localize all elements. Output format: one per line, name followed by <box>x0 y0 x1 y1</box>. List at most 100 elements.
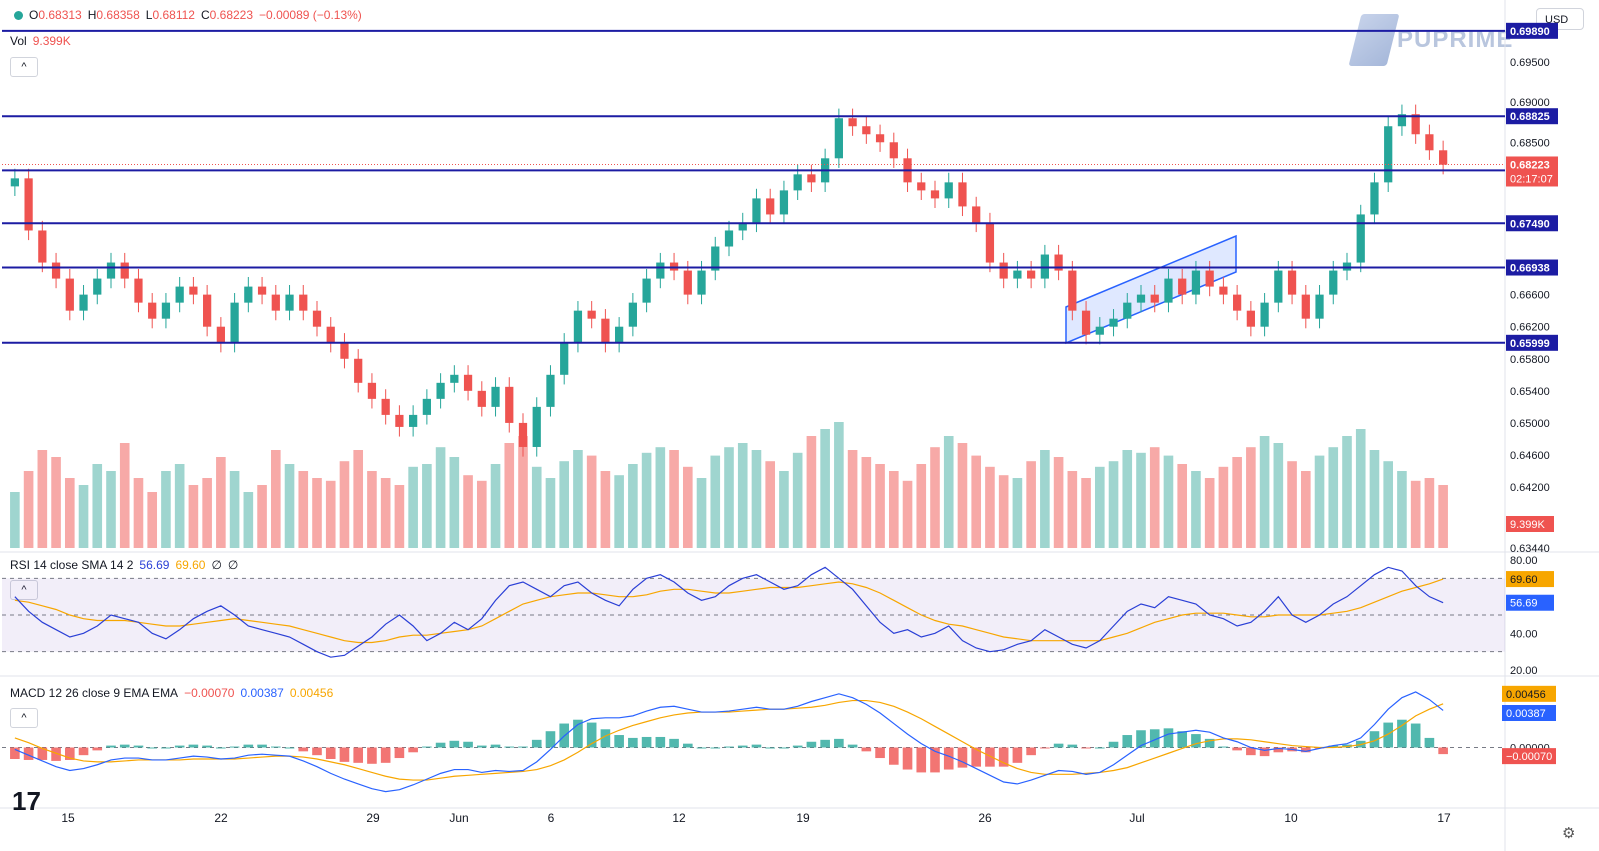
candle-body <box>724 230 734 247</box>
macd-histogram-bar <box>490 744 501 748</box>
macd-line-tag-label: 0.00387 <box>1506 708 1546 720</box>
time-axis-label: 26 <box>978 811 992 825</box>
macd-histogram-bar <box>1026 747 1036 756</box>
candle-body <box>587 310 596 319</box>
price-tick-label: 0.68500 <box>1510 137 1550 149</box>
volume-bar <box>902 480 913 548</box>
level-price-tag <box>1506 108 1558 125</box>
macd-histogram-bar <box>545 731 556 748</box>
volume-bar <box>531 466 542 548</box>
volume-bar <box>1136 452 1146 548</box>
volume-bar <box>820 429 830 548</box>
volume-bar <box>971 455 982 548</box>
rsi-legend: RSI 14 close SMA 14 2 56.69 69.60 ∅ ∅ <box>10 558 238 572</box>
bar-countdown-label: 02:17:07 <box>1510 173 1553 185</box>
volume-bar <box>119 443 130 548</box>
volume-bar <box>1355 429 1366 548</box>
settings-gear-icon[interactable]: ⚙ <box>1562 825 1576 842</box>
candle-body <box>1081 310 1091 335</box>
volume-bar <box>1012 478 1023 548</box>
candle-body <box>381 398 390 415</box>
candle-body <box>161 302 171 319</box>
macd-histogram-bar <box>1136 730 1146 748</box>
level-price-tag <box>1506 162 1558 179</box>
macd-histogram-bar <box>408 747 418 753</box>
candle-body <box>711 246 720 271</box>
price-tick-label: 0.69000 <box>1510 97 1550 109</box>
level-price-label: 0.68149 <box>1510 165 1550 177</box>
candle-body <box>1219 286 1228 295</box>
volume-bar <box>312 478 322 548</box>
candle-body <box>532 406 541 447</box>
level-price-tag <box>1506 215 1558 232</box>
macd-histogram-bar <box>1273 747 1284 753</box>
price-tick-label: 0.64600 <box>1510 450 1550 462</box>
candle-body <box>450 374 459 383</box>
candle-body <box>615 326 624 343</box>
trend-channel <box>1065 234 1237 345</box>
high-value: H0.68358 <box>87 8 140 22</box>
volume-bar <box>669 450 679 548</box>
volume-bar <box>875 464 885 548</box>
volume-bar <box>229 471 240 548</box>
volume-bar <box>1369 450 1380 548</box>
volume-bar <box>284 464 295 548</box>
time-axis-label: Jul <box>1129 811 1144 825</box>
time-axis-label: 17 <box>1437 811 1451 825</box>
collapse-rsi-button[interactable]: ^ <box>10 580 38 600</box>
candle-body <box>38 230 47 263</box>
candle-body <box>1274 270 1283 303</box>
volume-bar <box>463 475 473 548</box>
macd-histogram-bar <box>710 747 721 749</box>
candle-body <box>1260 302 1269 327</box>
candle-body <box>257 286 267 295</box>
candle-body <box>299 294 308 311</box>
volume-label: Vol <box>10 34 27 48</box>
candle-body <box>230 302 239 343</box>
rsi-sma-tag <box>1506 571 1554 588</box>
volume-bar <box>504 443 515 548</box>
collapse-main-button[interactable]: ^ <box>10 57 38 77</box>
macd-histogram-bar <box>10 747 20 759</box>
volume-bar <box>339 461 350 548</box>
macd-histogram-bar <box>806 741 817 748</box>
volume-bar <box>586 455 597 548</box>
volume-bar <box>985 466 995 548</box>
macd-histogram-bar <box>1122 735 1133 748</box>
volume-bar <box>78 485 89 548</box>
candle-body <box>875 134 885 143</box>
time-axis-label: 22 <box>214 811 228 825</box>
volume-bar <box>257 485 267 548</box>
price-tick-label: 0.66600 <box>1510 290 1550 302</box>
macd-histogram-bar <box>1094 747 1105 749</box>
candle-body <box>354 358 363 383</box>
currency-selector[interactable]: USD <box>1536 8 1584 30</box>
candle-body <box>848 118 857 127</box>
candle-body <box>958 182 967 207</box>
volume-bar <box>106 471 116 548</box>
macd-histogram-bar <box>394 747 405 759</box>
macd-line-tag <box>1502 705 1556 721</box>
volume-bar <box>1246 447 1256 548</box>
candle-body <box>1397 114 1407 127</box>
candle-body <box>148 302 157 319</box>
macd-histogram-bar <box>161 747 171 749</box>
macd-histogram-bar <box>257 744 267 748</box>
tradingview-logo: 17 <box>12 786 41 816</box>
volume-bar <box>188 485 199 548</box>
ohlc-legend: O0.68313 H0.68358 L0.68112 C0.68223 −0.0… <box>14 8 362 22</box>
candle-body <box>24 178 33 231</box>
broker-watermark: PUPRIME <box>1348 14 1513 66</box>
macd-histogram-bar <box>92 747 103 751</box>
candle-body <box>134 278 143 303</box>
volume-tag <box>1506 516 1554 532</box>
macd-histogram-bar <box>847 744 858 748</box>
macd-histogram-bar <box>600 729 611 748</box>
volume-bar <box>147 492 158 548</box>
macd-histogram-bar <box>1438 747 1448 755</box>
macd-histogram-bar <box>435 742 446 748</box>
collapse-macd-button[interactable]: ^ <box>10 708 38 728</box>
macd-histogram-bar <box>641 736 652 748</box>
volume-bar <box>1053 457 1064 548</box>
